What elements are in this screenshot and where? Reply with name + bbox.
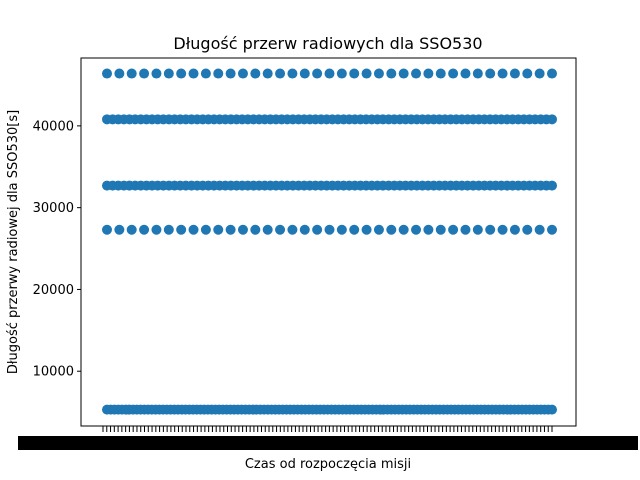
data-points <box>102 68 557 415</box>
y-tick-label: 30000 <box>33 201 74 216</box>
data-point <box>237 68 248 79</box>
data-point <box>448 68 459 79</box>
data-point <box>336 224 347 235</box>
y-axis-label: Długość przerwy radiowej dla SSO530[s] <box>6 110 21 374</box>
data-point <box>250 224 261 235</box>
data-point <box>435 224 446 235</box>
data-point <box>547 114 557 125</box>
plot-frame <box>80 57 577 427</box>
data-point <box>213 224 224 235</box>
data-point <box>114 224 125 235</box>
data-point <box>472 68 483 79</box>
data-point <box>324 224 335 235</box>
data-point <box>423 224 434 235</box>
data-point <box>373 68 384 79</box>
data-point <box>522 68 533 79</box>
data-point <box>312 224 323 235</box>
data-point <box>126 224 137 235</box>
data-point <box>361 224 372 235</box>
data-point <box>411 224 422 235</box>
data-point <box>398 68 409 79</box>
data-point <box>139 224 150 235</box>
data-point <box>262 68 273 79</box>
data-point <box>349 224 360 235</box>
data-point <box>188 68 199 79</box>
x-tick-labels-overlap <box>18 436 638 450</box>
data-point <box>163 68 174 79</box>
data-point <box>361 68 372 79</box>
data-point <box>534 68 545 79</box>
x-axis <box>18 426 638 450</box>
data-point <box>114 68 125 79</box>
data-point <box>547 404 557 415</box>
y-tick-label: 10000 <box>33 365 74 380</box>
data-point <box>213 68 224 79</box>
data-point <box>275 68 286 79</box>
data-point <box>151 224 162 235</box>
data-point <box>423 68 434 79</box>
data-point <box>522 224 533 235</box>
data-point <box>485 68 496 79</box>
data-point <box>126 68 137 79</box>
data-point <box>547 180 557 191</box>
data-point <box>176 68 187 79</box>
data-point <box>275 224 286 235</box>
data-point <box>460 224 471 235</box>
data-point <box>411 68 422 79</box>
data-point <box>324 68 335 79</box>
data-point <box>287 68 298 79</box>
chart-title: Długość przerw radiowych dla SSO530 <box>173 34 482 53</box>
data-point <box>102 68 112 79</box>
data-point <box>534 224 545 235</box>
data-point <box>448 224 459 235</box>
data-point <box>312 68 323 79</box>
x-axis-label: Czas od rozpoczęcia misji <box>245 457 411 472</box>
data-point <box>200 224 211 235</box>
data-point <box>102 224 112 235</box>
data-point <box>225 68 236 79</box>
y-tick-label: 20000 <box>33 283 74 298</box>
data-point <box>460 68 471 79</box>
data-point <box>349 68 360 79</box>
data-point <box>176 224 187 235</box>
data-point <box>151 68 162 79</box>
data-point <box>472 224 483 235</box>
data-point <box>497 224 508 235</box>
data-point <box>139 68 150 79</box>
data-point <box>163 224 174 235</box>
data-point <box>287 224 298 235</box>
data-point <box>336 68 347 79</box>
data-point <box>386 224 397 235</box>
data-point <box>398 224 409 235</box>
data-point <box>497 68 508 79</box>
data-point <box>509 224 520 235</box>
data-point <box>299 68 310 79</box>
data-point <box>485 224 496 235</box>
data-point <box>547 224 557 235</box>
y-tick-label: 40000 <box>33 119 74 134</box>
data-point <box>386 68 397 79</box>
data-point <box>299 224 310 235</box>
data-point <box>435 68 446 79</box>
data-point <box>373 224 384 235</box>
y-axis: 10000 20000 30000 40000 <box>33 119 81 380</box>
data-point <box>237 224 248 235</box>
data-point <box>262 224 273 235</box>
data-point <box>188 224 199 235</box>
data-point <box>225 224 236 235</box>
data-point <box>509 68 520 79</box>
data-point <box>200 68 211 79</box>
data-point <box>250 68 261 79</box>
data-point <box>547 68 557 79</box>
